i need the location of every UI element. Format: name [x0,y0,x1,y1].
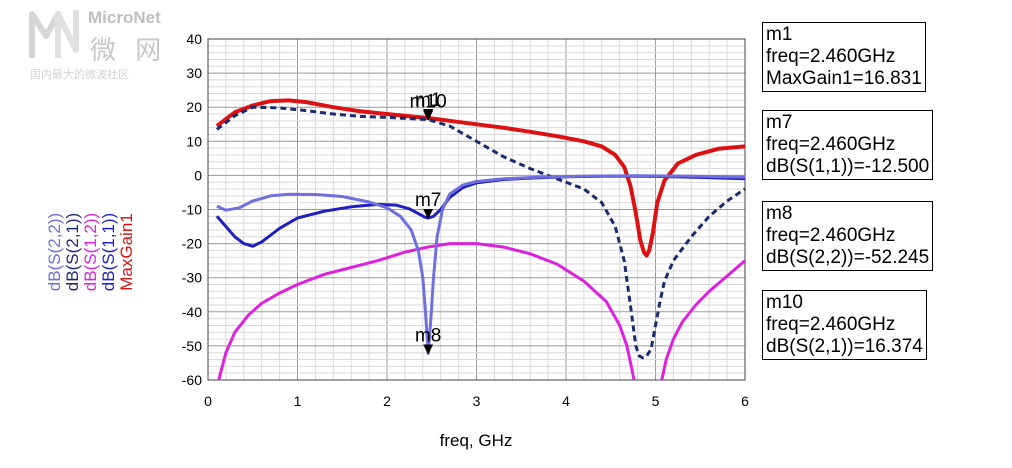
series-line-1 [215,174,746,248]
legend-item: dB(S(2,1)) [63,213,82,291]
legend-item: dB(S(2,2)) [45,213,64,291]
marker-triangle-m8 [423,344,434,355]
y-tick-label: 20 [186,99,202,115]
series-line-4 [216,174,746,355]
x-tick-label: 3 [473,393,481,409]
chart-grid [207,38,746,381]
series-line-0 [215,98,746,258]
plot-frame [207,38,746,381]
x-tick-label: 5 [652,393,660,409]
readout-line3: dB(S(2,2))=-52.245 [766,247,930,268]
x-axis-label: freq, GHz [440,431,513,450]
y-tick-label: -30 [182,270,202,286]
marker-triangle-m7 [423,209,434,220]
readout-line1: m8 [766,203,793,224]
readout-line1: m1 [766,24,793,45]
readout-line2: freq=2.460GHz [766,314,896,335]
readout-line2: freq=2.460GHz [766,225,896,246]
watermark-cn: 微 网 [90,35,168,65]
marker-readout-box: m1 freq=2.460GHz MaxGain1=16.831 [762,22,926,92]
marker-readout-box: m8 freq=2.460GHz dB(S(2,2))=-52.245 [762,201,934,271]
series-line-2-b [660,259,746,381]
micronet-logo-icon [29,10,79,58]
y-tick-label: 40 [186,31,202,47]
x-tick-label: 6 [741,393,749,409]
readout-line1: m10 [766,292,803,313]
y-tick-label: 30 [186,65,202,81]
marker-label-m1: m1 [415,90,441,111]
y-tick-label: -20 [182,236,202,252]
legend: dB(S(2,2)) dB(S(2,1)) dB(S(1,2)) dB(S(1,1))… [45,213,136,291]
readout-line3: dB(S(2,1))=16.374 [766,336,923,357]
y-tick-label: -10 [182,202,202,218]
readout-line3: MaxGain1=16.831 [766,68,922,89]
y-tick-label: 0 [194,167,202,183]
marker-label-m8: m8 [415,326,441,347]
marker-readout-box: m7 freq=2.460GHz dB(S(1,1))=-12.500 [762,110,934,180]
x-tick-label: 4 [562,393,570,409]
legend-item: dB(S(1,2)) [81,213,100,291]
marker-label-m7: m7 [415,190,441,211]
axis-layer: 0 1 2 3 4 5 6 40 30 20 10 0 -10 -20 -30 -40 -50 -60 [182,31,749,409]
series-line-3 [215,105,746,360]
watermark-logo: MicroNet 微 网 国内最大的微波社区 [28,6,178,84]
x-tick-label: 0 [204,393,212,409]
x-tick-label: 2 [383,393,391,409]
legend-item: dB(S(1,1)) [99,213,118,291]
y-tick-label: -40 [182,304,202,320]
legend-item: MaxGain1 [117,213,136,290]
y-tick-label: 10 [186,133,202,149]
series-layer [215,98,746,381]
x-tick-label: 1 [294,393,302,409]
y-tick-label: -50 [182,338,202,354]
series-line-2 [217,242,636,381]
readout-line3: dB(S(1,1))=-12.500 [766,156,930,177]
watermark-tagline: 国内最大的微波社区 [30,69,129,81]
readout-line2: freq=2.460GHz [766,46,896,67]
readout-line2: freq=2.460GHz [766,134,896,155]
marker-label-m10: m10 [410,92,447,113]
marker-readout-box: m10 freq=2.460GHz dB(S(2,1))=16.374 [762,290,927,360]
readout-line1: m7 [766,112,793,133]
y-tick-label: -60 [182,372,202,388]
watermark-name: MicroNet [88,8,161,27]
marker-triangle-m10 [423,110,434,121]
